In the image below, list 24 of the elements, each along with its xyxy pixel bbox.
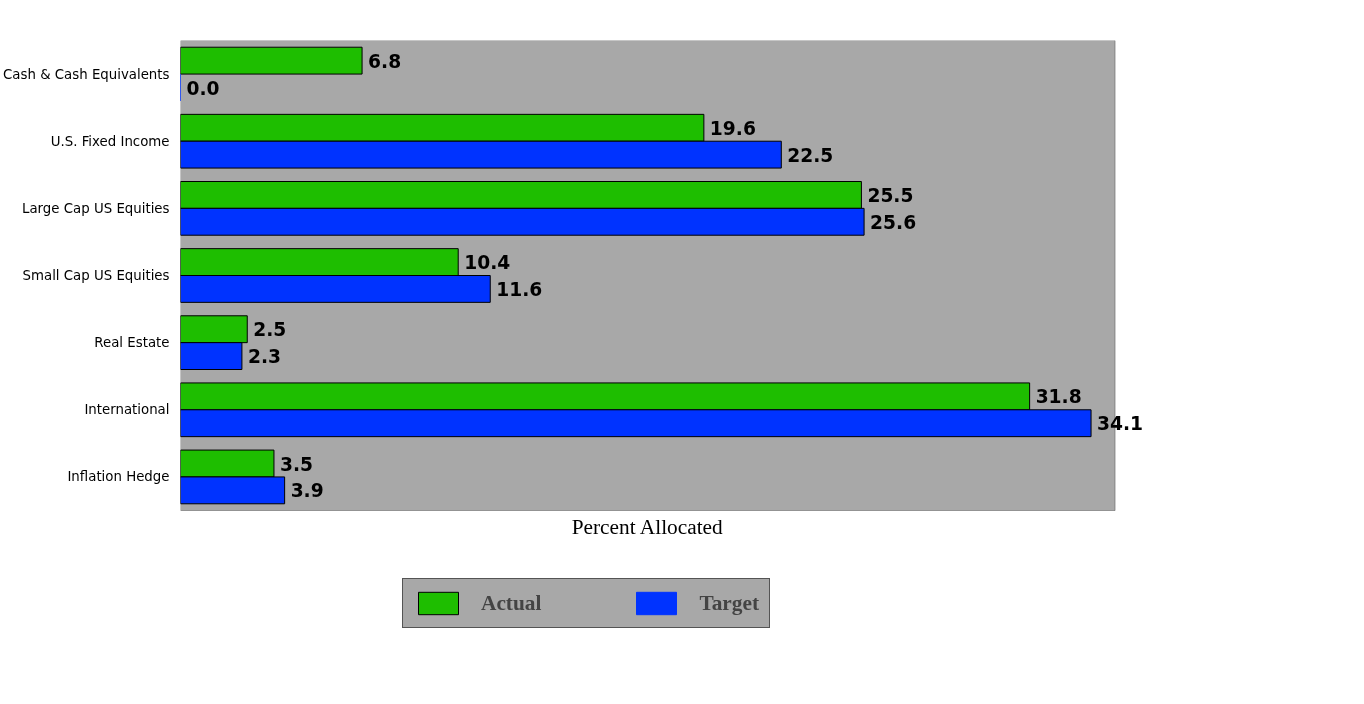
y-tick-label: International xyxy=(84,402,170,418)
data-label: 11.6 xyxy=(496,278,543,300)
data-label: 25.5 xyxy=(867,184,914,206)
y-tick-label: Large Cap US Equities xyxy=(22,200,170,216)
y-tick-label: Cash & Cash Equivalents xyxy=(3,66,170,82)
y-tick-label: Real Estate xyxy=(94,335,170,351)
data-label: 19.6 xyxy=(709,117,756,139)
data-label: 31.8 xyxy=(1035,386,1082,408)
legend-label: Target xyxy=(699,590,760,616)
x-axis-title: Percent Allocated xyxy=(571,514,724,539)
data-label: 2.3 xyxy=(247,346,281,368)
data-label: 3.5 xyxy=(279,453,314,475)
data-label: 34.1 xyxy=(1097,413,1144,435)
y-tick-label: U.S. Fixed Income xyxy=(50,133,170,149)
data-label: 10.4 xyxy=(464,252,511,274)
legend-label: Actual xyxy=(481,590,542,616)
y-tick-label: Small Cap US Equities xyxy=(22,268,170,283)
y-tick-label: Inflation Hedge xyxy=(67,469,170,485)
data-label: 0.0 xyxy=(186,77,220,99)
data-label: 22.5 xyxy=(787,144,834,166)
data-label: 6.8 xyxy=(368,50,402,72)
data-label: 3.9 xyxy=(290,480,324,502)
data-label: 2.5 xyxy=(253,319,287,341)
data-label: 25.6 xyxy=(870,211,917,233)
